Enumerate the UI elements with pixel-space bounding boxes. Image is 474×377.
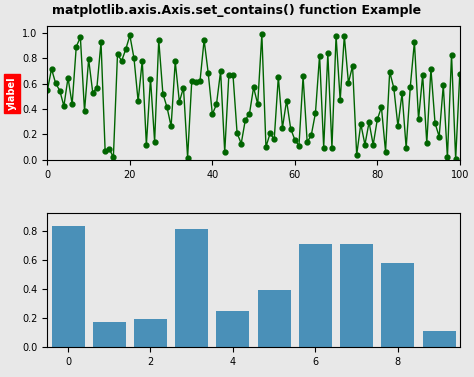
Bar xyxy=(175,229,208,347)
Text: matplotlib.axis.Axis.set_contains() function Example: matplotlib.axis.Axis.set_contains() func… xyxy=(53,4,421,17)
Bar xyxy=(382,263,414,347)
Bar xyxy=(217,311,249,347)
Bar xyxy=(258,290,291,347)
Bar xyxy=(299,244,332,347)
Bar xyxy=(52,226,84,347)
Y-axis label: ylabel: ylabel xyxy=(7,76,17,110)
Bar xyxy=(93,322,126,347)
Bar xyxy=(340,244,373,347)
Bar xyxy=(423,331,456,347)
Bar xyxy=(134,319,167,347)
